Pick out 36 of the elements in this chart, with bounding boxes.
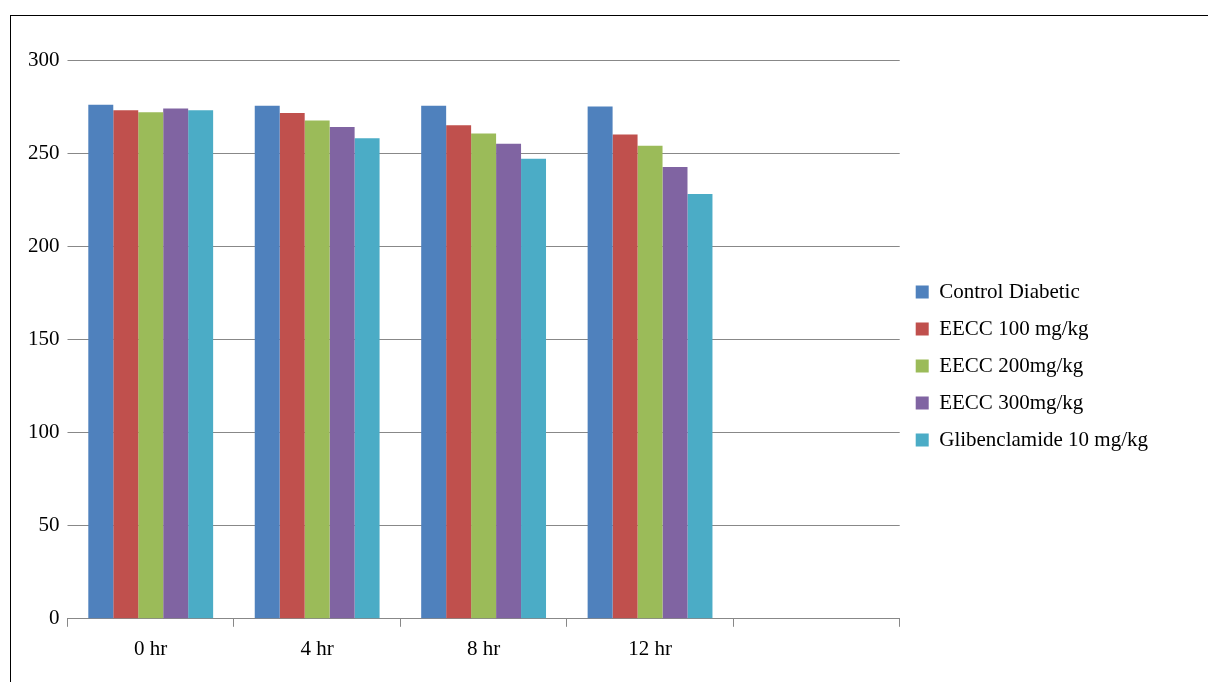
legend-label: EECC 100 mg/kg xyxy=(939,315,1090,340)
bar xyxy=(446,125,472,619)
x-tick-label: 8 hr xyxy=(466,635,501,660)
legend-label: EECC 300mg/kg xyxy=(939,389,1084,414)
x-tick-label: 0 hr xyxy=(134,635,168,660)
y-tick-label: 50 xyxy=(38,512,60,537)
bar xyxy=(496,143,522,619)
bar xyxy=(687,194,713,619)
bar xyxy=(637,145,663,619)
y-tick-label: 200 xyxy=(28,232,60,257)
bar xyxy=(329,127,355,619)
y-tick-label: 150 xyxy=(28,325,60,350)
x-tick-label: 12 hr xyxy=(628,635,672,660)
bar xyxy=(188,110,214,619)
bar xyxy=(521,158,547,619)
bar xyxy=(304,120,330,619)
legend-label: EECC 200mg/kg xyxy=(939,352,1084,377)
bar xyxy=(88,104,114,619)
legend-label: Glibenclamide 10 mg/kg xyxy=(939,426,1149,451)
bar xyxy=(471,133,497,619)
bar xyxy=(113,110,139,619)
bar xyxy=(279,113,305,619)
bar xyxy=(354,138,380,619)
bar xyxy=(662,167,688,619)
y-tick-label: 250 xyxy=(28,139,60,164)
bar xyxy=(138,112,164,619)
y-tick-label: 0 xyxy=(49,605,60,630)
bar xyxy=(421,105,447,619)
y-tick-label: 300 xyxy=(28,46,60,71)
bar xyxy=(587,106,613,619)
bar xyxy=(612,134,638,619)
bar xyxy=(254,105,280,619)
y-tick-label: 100 xyxy=(28,419,60,444)
x-tick-label: 4 hr xyxy=(300,635,334,660)
legend-label: Control Diabetic xyxy=(939,278,1080,303)
bar xyxy=(163,108,189,619)
